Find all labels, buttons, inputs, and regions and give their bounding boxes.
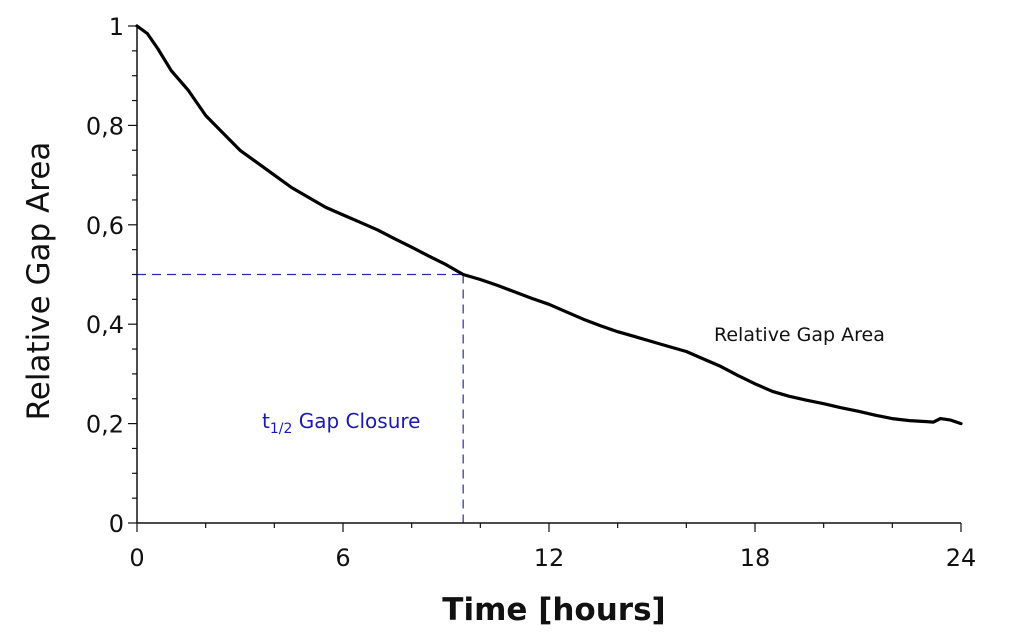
y-tick-label: 0,8 (86, 112, 124, 140)
y-axis-ticks: 0 0,2 0,4 0,6 0,8 1 (86, 13, 137, 538)
x-axis-title: Time [hours] (442, 592, 665, 628)
t-half-rest: Gap Closure (292, 409, 420, 433)
x-tick-label: 6 (335, 544, 350, 572)
series-label: Relative Gap Area (714, 324, 885, 346)
y-tick-label: 0,6 (86, 212, 124, 240)
half-closure-reference-lines (137, 273, 464, 523)
relative-gap-area-line (135, 24, 963, 426)
x-tick-label: 24 (946, 544, 977, 572)
y-axis-title: Relative Gap Area (21, 142, 57, 421)
x-tick-label: 12 (534, 544, 565, 572)
y-tick-label: 0 (109, 510, 124, 538)
y-tick-label: 0,4 (86, 311, 124, 339)
t-half-gap-closure-label: t1/2 Gap Closure (262, 409, 420, 437)
t-half-main: t (262, 409, 270, 433)
x-tick-label: 0 (129, 544, 144, 572)
x-tick-label: 18 (740, 544, 771, 572)
x-axis-ticks: 0 6 12 18 24 (129, 523, 976, 572)
y-tick-label: 1 (109, 13, 124, 41)
y-tick-label: 0,2 (86, 411, 124, 439)
axes: 0 0,2 0,4 0,6 0,8 1 0 6 12 18 24 (86, 13, 976, 572)
t-half-subscript: 1/2 (270, 421, 293, 437)
